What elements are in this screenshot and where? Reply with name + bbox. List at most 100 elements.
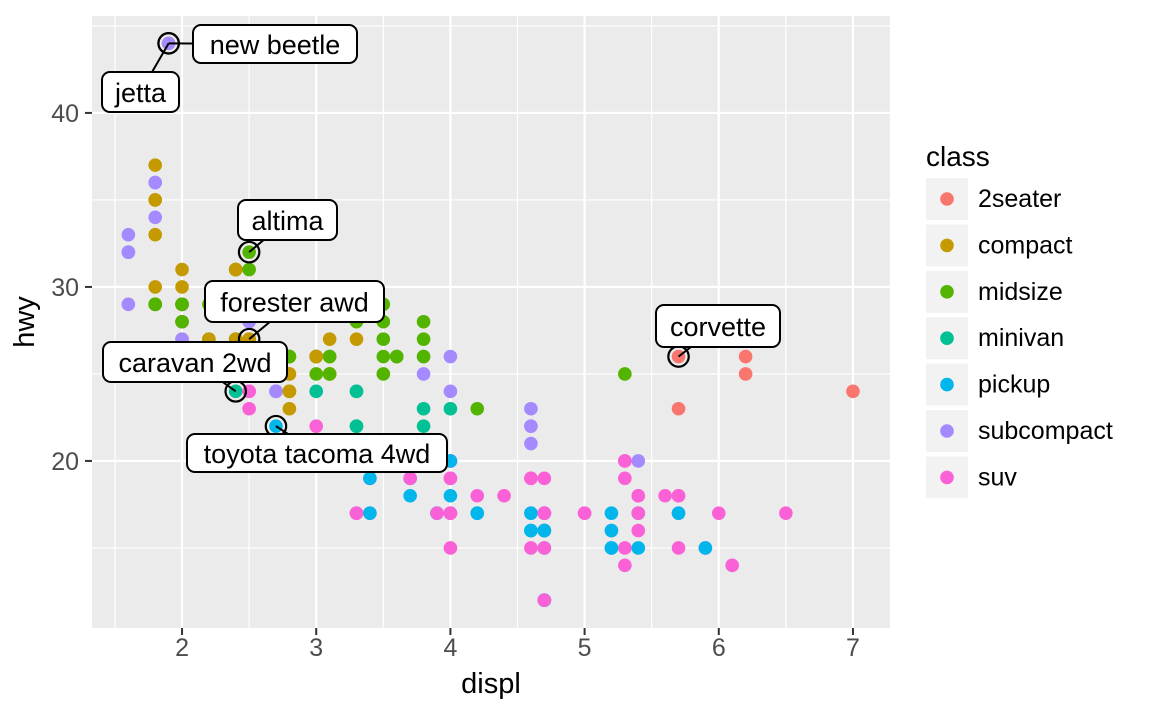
data-point [631, 454, 646, 468]
x-tick-label: 4 [443, 634, 457, 662]
legend-item-label: subcompact [978, 417, 1113, 445]
legend-item-label: compact [978, 231, 1073, 259]
legend-swatch-dot [940, 285, 954, 299]
data-point [738, 349, 753, 364]
data-point [524, 401, 538, 416]
data-point [658, 488, 672, 503]
data-point [148, 175, 163, 190]
legend-item-label: suv [978, 463, 1017, 491]
data-point [537, 541, 552, 555]
legend-item-label: minivan [978, 324, 1064, 352]
legend-swatch-dot [940, 470, 954, 485]
data-point [175, 280, 189, 294]
data-point [349, 419, 364, 433]
legend-item-label: midsize [978, 278, 1063, 306]
data-point [443, 488, 458, 503]
data-point [376, 367, 391, 381]
data-point [148, 280, 163, 294]
data-point [416, 314, 431, 329]
point-label: forester awd [220, 288, 369, 318]
data-point [148, 158, 163, 172]
data-point [416, 367, 431, 381]
data-point [322, 367, 337, 381]
data-point [671, 401, 686, 416]
legend-item-label: 2seater [978, 185, 1061, 213]
data-point [443, 401, 458, 416]
data-point [228, 262, 243, 277]
x-axis-title: displ [461, 668, 521, 700]
point-label: caravan 2wd [118, 348, 271, 378]
data-point [671, 488, 686, 503]
data-point [121, 245, 136, 259]
data-point [121, 227, 136, 242]
data-point [524, 436, 538, 451]
data-point [363, 471, 377, 486]
x-tick-label: 5 [578, 634, 592, 662]
data-point [389, 349, 404, 364]
data-point [349, 332, 364, 346]
highlight-ring [157, 32, 180, 55]
data-point [618, 558, 632, 573]
legend-swatch-dot [940, 331, 954, 346]
data-point [846, 384, 860, 399]
data-point [524, 523, 538, 538]
data-point [738, 367, 753, 381]
data-point [175, 297, 189, 312]
data-point [148, 227, 163, 242]
data-point [148, 297, 163, 312]
data-point [443, 541, 458, 555]
data-point [376, 332, 391, 346]
data-point [618, 454, 632, 468]
data-point [430, 506, 444, 520]
data-point [376, 349, 391, 364]
x-tick-label: 6 [712, 634, 726, 662]
y-axis-title: hwy [9, 296, 41, 348]
point-label: altima [251, 206, 324, 236]
x-tick-label: 3 [309, 634, 323, 662]
point-label-box [655, 304, 781, 348]
y-tick-label: 30 [51, 274, 79, 302]
data-point [537, 471, 552, 486]
legend-swatch-dot [940, 192, 954, 206]
legend-swatch-dot [940, 238, 954, 253]
data-point [671, 541, 686, 555]
point-label: jetta [114, 78, 167, 108]
data-point [779, 506, 793, 520]
data-point [363, 506, 377, 520]
data-point [443, 349, 458, 364]
legend-item-label: pickup [978, 371, 1050, 399]
data-point [604, 506, 619, 520]
legend-swatch-dot [940, 424, 954, 438]
y-tick-label: 20 [51, 448, 79, 476]
data-point [618, 471, 632, 486]
data-point [242, 401, 256, 416]
data-point [537, 593, 552, 607]
data-point [349, 506, 364, 520]
highlight-ring [237, 240, 261, 264]
data-point [309, 384, 324, 399]
point-label-box [186, 433, 448, 473]
data-point [618, 367, 632, 381]
legend-swatch-dot [940, 377, 954, 392]
data-point [631, 506, 646, 520]
point-label-box [204, 280, 385, 323]
point-label: new beetle [210, 30, 341, 60]
data-point [416, 332, 431, 346]
data-point [322, 349, 337, 364]
point-label-box [101, 71, 180, 113]
data-point [725, 558, 739, 573]
data-point [309, 349, 324, 364]
data-point [175, 314, 189, 329]
data-point [604, 523, 619, 538]
point-label: corvette [670, 312, 766, 342]
data-point [242, 262, 256, 277]
data-point [443, 471, 458, 486]
point-label: toyota tacoma 4wd [204, 439, 431, 469]
data-point [309, 367, 324, 381]
point-label-box [192, 24, 358, 64]
data-point [631, 488, 646, 503]
data-point [497, 488, 511, 503]
data-point [403, 488, 417, 503]
